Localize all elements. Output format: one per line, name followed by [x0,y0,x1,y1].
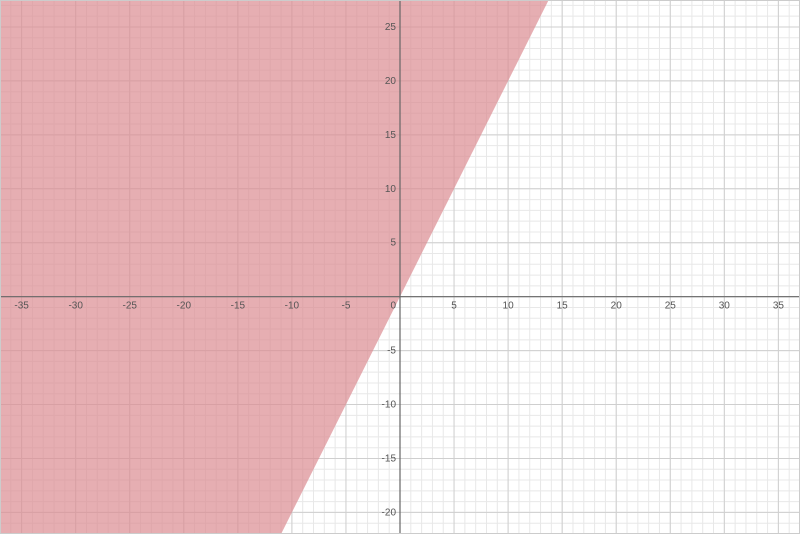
x-tick-label: -30 [68,301,83,312]
inequality-plot: -35 -30 -25 -20 -15 -10 -5 5 10 15 20 25 30 35 -20 -15 -… [0,0,800,534]
y-tick-label: 10 [385,184,397,195]
x-tick-label: -25 [123,301,138,312]
x-tick-label: 30 [719,301,731,312]
x-tick-label: -35 [14,301,29,312]
y-tick-label: -15 [382,453,397,464]
y-tick-label: -20 [382,507,397,518]
x-tick-label: 25 [665,301,677,312]
x-tick-label: 35 [773,301,785,312]
y-tick-label: 25 [385,22,397,33]
y-tick-label: -5 [387,346,396,357]
y-tick-label: 20 [385,76,397,87]
x-tick-label: 10 [503,301,515,312]
x-tick-label: -20 [177,301,192,312]
x-tick-label: 5 [451,301,457,312]
y-tick-label: -10 [382,400,397,411]
origin-label: 0 [390,301,396,312]
x-tick-label: -15 [231,301,246,312]
x-tick-label: 15 [557,301,569,312]
y-tick-label: 5 [390,238,396,249]
x-tick-label: 20 [611,301,623,312]
x-tick-label: -10 [285,301,300,312]
y-tick-label: 15 [385,130,397,141]
x-tick-label: -5 [341,301,350,312]
